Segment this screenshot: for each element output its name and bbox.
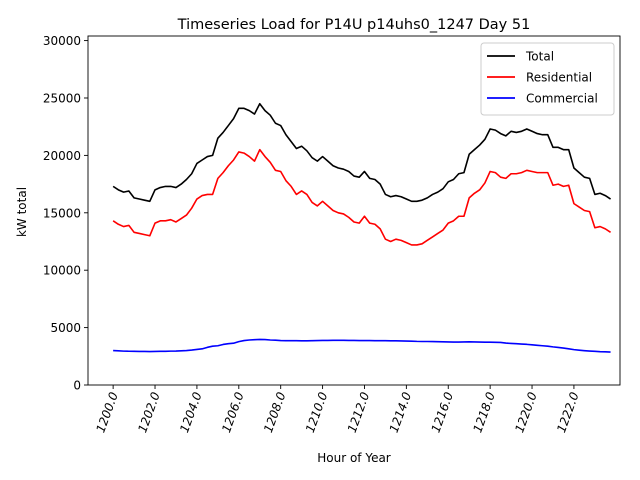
y-axis-label: kW total (15, 187, 29, 237)
plot-frame (87, 35, 621, 386)
series-line-total (112, 102, 612, 203)
x-tick-label: 1206.0 (219, 390, 247, 435)
y-tick-label: 30000 (43, 34, 81, 48)
x-tick-label: 1208.0 (261, 390, 289, 435)
series-line-commercial (113, 338, 611, 353)
y-tick-label: 5000 (50, 321, 81, 335)
legend-label-residential: Residential (526, 71, 592, 85)
legend: Total Residential Commercial (480, 42, 615, 116)
y-tick-label: 20000 (43, 149, 81, 163)
x-axis-label: Hour of Year (317, 451, 391, 465)
legend-label-commercial: Commercial (526, 92, 598, 106)
x-tick-label: 1218.0 (470, 390, 498, 435)
x-tick-label: 1204.0 (177, 390, 205, 435)
y-tick-label: 15000 (43, 206, 81, 220)
y-tick-label: 0 (73, 379, 81, 393)
y-tick-label: 25000 (43, 91, 81, 105)
legend-label-total: Total (525, 50, 554, 64)
series-line-residential (112, 148, 612, 246)
x-tick-label: 1220.0 (512, 390, 540, 435)
x-tick-label: 1214.0 (387, 390, 415, 435)
x-tick-label: 1222.0 (554, 390, 582, 435)
legend-box (480, 42, 615, 116)
x-tick-label: 1216.0 (429, 390, 457, 435)
x-tick-label: 1210.0 (303, 390, 331, 435)
y-tick-label: 10000 (43, 264, 81, 278)
chart-title: Timeseries Load for P14U p14uhs0_1247 Da… (177, 17, 531, 33)
x-tick-label: 1200.0 (93, 390, 121, 435)
x-tick-label: 1212.0 (345, 390, 373, 435)
x-tick-label: 1202.0 (135, 390, 163, 435)
